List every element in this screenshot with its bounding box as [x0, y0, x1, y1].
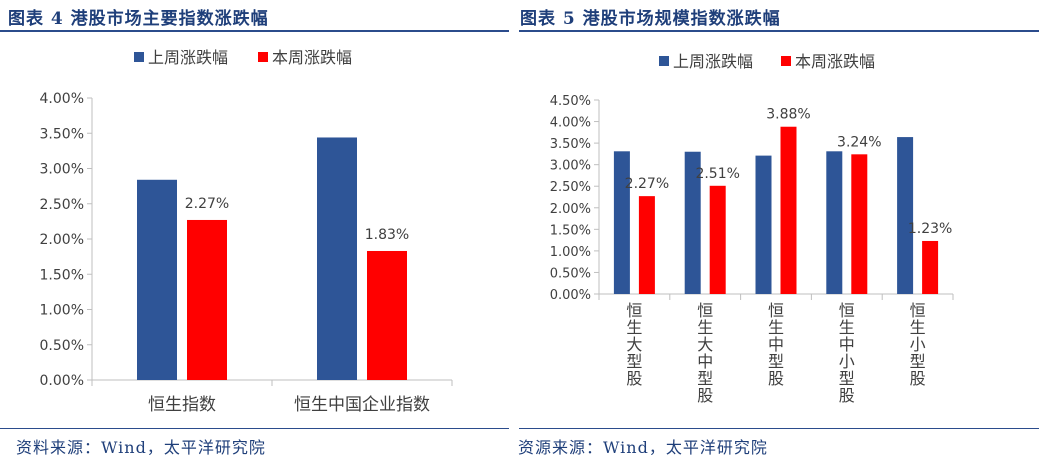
title-rule-right	[519, 30, 1039, 32]
legend-label-2: 本周涨跌幅	[795, 52, 875, 71]
title-rule-left	[0, 30, 509, 32]
y-tick-label: 2.50%	[40, 197, 84, 213]
y-tick-label: 3.00%	[40, 162, 84, 178]
y-tick-label: 0.50%	[40, 338, 84, 354]
data-label: 3.24%	[837, 134, 881, 150]
y-tick-label: 1.00%	[40, 303, 84, 319]
y-tick-label: 3.00%	[550, 159, 591, 174]
x-category-label: 生	[626, 318, 642, 337]
y-tick-label: 4.00%	[550, 116, 591, 131]
legend-swatch-2	[781, 56, 791, 66]
y-tick-label: 3.50%	[550, 137, 591, 152]
y-tick-label: 0.00%	[40, 373, 84, 389]
y-tick-label: 2.00%	[40, 232, 84, 248]
x-category-label: 小	[839, 352, 855, 371]
source-note-right: 资源来源：Wind，太平洋研究院	[518, 438, 768, 457]
x-category-label: 型	[626, 352, 642, 371]
x-category-label: 恒生中国企业指数	[294, 395, 430, 415]
bar-this-week	[851, 154, 868, 294]
x-category-label: 小	[910, 335, 926, 354]
x-category-label: 型	[910, 352, 926, 371]
bar-last-week	[897, 137, 914, 294]
x-category-label: 大	[697, 335, 713, 354]
x-category-label: 恒	[839, 301, 855, 320]
x-category-label: 中	[768, 335, 784, 354]
bar-this-week	[638, 196, 655, 294]
legend-label-1: 上周涨跌幅	[148, 48, 228, 67]
bar-last-week	[684, 151, 701, 294]
x-category-label: 股	[697, 386, 713, 405]
legend-swatch-1	[659, 56, 669, 66]
data-label: 1.23%	[908, 221, 952, 237]
bar-last-week	[755, 155, 772, 294]
source-rule-left	[0, 428, 509, 429]
x-category-label: 股	[839, 386, 855, 405]
data-label: 2.51%	[695, 166, 739, 182]
bar-this-week	[187, 219, 227, 380]
bar-last-week	[317, 137, 357, 380]
x-category-label: 生	[768, 318, 784, 337]
x-category-label: 股	[910, 369, 926, 388]
chart-4-title: 图表 4 港股市场主要指数涨跌幅	[8, 9, 269, 29]
y-tick-label: 0.50%	[550, 266, 591, 281]
y-tick-label: 3.50%	[40, 126, 84, 142]
data-label: 2.27%	[185, 196, 229, 212]
bar-this-week	[367, 250, 407, 380]
x-category-label: 型	[768, 352, 784, 371]
x-category-label: 股	[626, 369, 642, 388]
x-category-label: 恒	[626, 301, 642, 320]
data-label: 1.83%	[365, 227, 409, 243]
chart-5-title: 图表 5 港股市场规模指数涨跌幅	[520, 9, 781, 29]
x-category-label: 恒	[768, 301, 784, 320]
x-category-label: 生	[697, 318, 713, 337]
bar-last-week	[613, 151, 630, 294]
legend-swatch-1	[134, 52, 144, 62]
y-tick-label: 1.50%	[550, 223, 591, 238]
bar-this-week	[922, 240, 939, 294]
x-category-label: 中	[697, 352, 713, 371]
x-category-label: 生	[839, 318, 855, 337]
chart-5-size-index-change: 上周涨跌幅 本周涨跌幅 0.00% 0.50% 1.00% 1.50% 2.00% 2.50%…	[550, 52, 954, 405]
x-category-label: 恒	[910, 301, 926, 320]
x-category-label: 恒	[697, 301, 713, 320]
bar-last-week	[826, 151, 843, 294]
legend-swatch-2	[258, 52, 268, 62]
y-tick-label: 1.00%	[550, 245, 591, 260]
legend-label-1: 上周涨跌幅	[673, 52, 753, 71]
x-category-label: 生	[910, 318, 926, 337]
source-rule-right	[519, 428, 1039, 429]
data-label: 2.27%	[625, 176, 669, 192]
x-category-label: 恒生指数	[148, 395, 216, 415]
chart-4-main-index-change: 上周涨跌幅 本周涨跌幅 0.00% 0.50% 1.00% 1.50% 2.00% 2.50%…	[40, 48, 453, 415]
y-tick-label: 0.00%	[550, 288, 591, 303]
bar-last-week	[137, 179, 177, 380]
x-category-label: 中	[839, 335, 855, 354]
x-category-label: 型	[697, 369, 713, 388]
bar-this-week	[709, 185, 726, 294]
y-tick-label: 4.00%	[40, 91, 84, 107]
bar-this-week	[780, 126, 797, 295]
y-tick-label: 1.50%	[40, 267, 84, 283]
legend-label-2: 本周涨跌幅	[272, 48, 352, 67]
source-note-left: 资料来源：Wind，太平洋研究院	[16, 438, 266, 457]
data-label: 3.88%	[766, 107, 810, 123]
x-category-label: 型	[839, 369, 855, 388]
y-tick-label: 4.50%	[550, 94, 591, 109]
x-category-label: 股	[768, 369, 784, 388]
y-tick-label: 2.50%	[550, 180, 591, 195]
y-tick-label: 2.00%	[550, 202, 591, 217]
x-category-label: 大	[626, 335, 642, 354]
